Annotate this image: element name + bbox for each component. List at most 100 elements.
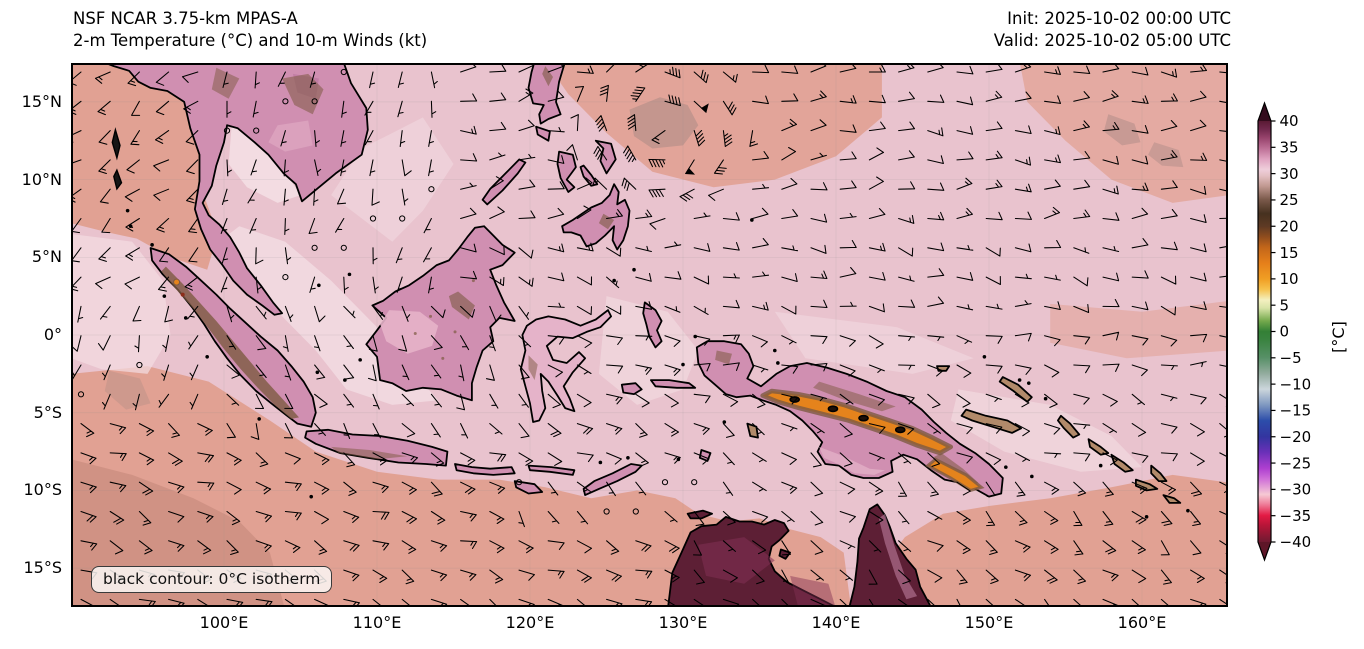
calm-wind-circle <box>340 68 347 76</box>
colorbar-tick-label: 10 <box>1280 270 1299 288</box>
landmass <box>519 309 612 423</box>
landmass <box>365 225 516 402</box>
zero-isotherm-layer <box>789 396 906 434</box>
new-guinea-highlands <box>760 388 954 456</box>
calm-wind-circle <box>603 508 610 515</box>
calm-wind-circle <box>223 127 231 134</box>
colorbar-tick-label: 15 <box>1280 244 1299 262</box>
colorbar-tick-label: −15 <box>1280 402 1312 420</box>
colorbar-ticks: 40 35 30 25 20 15 10 5 0 −5 −10 −15 −20 −25 −30 −35 −40 <box>1271 112 1311 551</box>
map-panel: black contour: 0°C isotherm <box>71 63 1228 607</box>
landmass <box>304 428 449 467</box>
y-tick-label: 0° <box>43 325 62 344</box>
zero-isotherm-contour <box>894 426 906 434</box>
colorbar-tick-label: −35 <box>1280 507 1312 525</box>
landmass <box>960 408 1022 434</box>
colorbar-tick-label: 40 <box>1280 112 1299 130</box>
colorbar-tick-label: 0 <box>1280 323 1290 341</box>
calm-wind-circle <box>282 98 289 105</box>
colorbar-tick-label: −10 <box>1280 375 1312 393</box>
calm-wind-circle <box>399 215 406 222</box>
colorbar-tick-label: −30 <box>1280 481 1312 499</box>
plot-title-line2: 2-m Temperature (°C) and 10-m Winds (kt) <box>73 31 428 50</box>
calm-wind-circle <box>282 274 289 281</box>
calm-wind-circle <box>428 186 435 193</box>
y-tick-label: 10°S <box>23 480 62 500</box>
y-tick-label: 10°N <box>21 169 62 189</box>
valid-time-label: Valid: 2025-10-02 05:00 UTC <box>993 31 1231 50</box>
colorbar-tick-label: 20 <box>1280 217 1299 235</box>
zero-isotherm-contour <box>858 414 869 422</box>
landmass <box>650 379 697 389</box>
x-tick-label: 100°E <box>199 613 249 632</box>
x-tick-label: 150°E <box>964 613 1014 632</box>
landmass <box>936 365 951 372</box>
axes-frame <box>71 63 1228 607</box>
landmass <box>149 247 317 428</box>
landmass <box>527 63 566 125</box>
calm-wind-circle <box>661 479 669 486</box>
landmass <box>454 463 516 476</box>
x-tick-label: 120°E <box>505 613 555 632</box>
run-info: Init: 2025-10-02 00:00 UTC Valid: 2025-1… <box>994 8 1231 52</box>
plot-title-line1: NSF NCAR 3.75-km MPAS-A <box>73 9 298 28</box>
colorbar-body <box>1257 101 1272 562</box>
map-canvas <box>71 63 1228 607</box>
y-tick-label: 5°S <box>33 402 62 422</box>
isotherm-annotation-text: black contour: 0°C isotherm <box>103 570 321 588</box>
landmass <box>642 301 663 349</box>
calm-wind-circle <box>77 391 85 398</box>
y-tick-label: 15°N <box>21 91 62 111</box>
landmass <box>1150 464 1168 483</box>
landmass <box>579 164 599 187</box>
colorbar-tick-label: 5 <box>1280 296 1290 314</box>
wind-barb-pennants <box>684 103 709 175</box>
calm-wind-circle <box>311 98 318 105</box>
colorbar-tick-label: −20 <box>1280 428 1312 446</box>
colorbar-tick-label: 30 <box>1280 165 1299 183</box>
landmass <box>556 150 577 193</box>
y-tick-label: 15°S <box>23 558 62 578</box>
calm-wind-circle <box>136 361 143 369</box>
landmass <box>778 548 791 560</box>
landmass <box>1162 494 1182 504</box>
calm-wind-circle <box>340 244 347 251</box>
colorbar-under-arrow <box>1258 542 1271 560</box>
landmass <box>620 382 643 396</box>
calm-wind-circle <box>691 479 698 486</box>
plot-title: NSF NCAR 3.75-km MPAS-A 2-m Temperature … <box>73 8 427 52</box>
landmass <box>746 422 759 439</box>
landmass <box>535 125 551 142</box>
init-time-label: Init: 2025-10-02 00:00 UTC <box>1007 9 1231 28</box>
isotherm-annotation-box: black contour: 0°C isotherm <box>91 566 333 593</box>
terrain-overlay-layer <box>161 66 985 607</box>
colorbar-unit-label: [°C] <box>1329 321 1348 353</box>
y-tick-label: 5°N <box>31 247 62 267</box>
calm-wind-circle <box>253 127 260 134</box>
colorbar-over-arrow <box>1258 103 1271 121</box>
cloud-smudge-layer <box>104 97 1184 410</box>
colorbar-tick-label: −25 <box>1280 454 1312 472</box>
landmass <box>1135 478 1159 492</box>
x-tick-label: 110°E <box>352 613 402 632</box>
x-tick-label: 160°E <box>1117 613 1167 632</box>
x-tick-label: 130°E <box>658 613 708 632</box>
calm-wind-circle <box>632 508 639 515</box>
landmass <box>513 480 544 495</box>
landmass <box>594 139 617 175</box>
landmass <box>527 464 576 476</box>
calm-wind-circle <box>369 215 377 222</box>
landmass <box>1057 414 1081 439</box>
landmass <box>561 183 631 251</box>
colorbar-tick-label: −40 <box>1280 533 1312 551</box>
new-guinea-se-highlands <box>925 457 985 493</box>
colorbar-tick-label: −5 <box>1280 349 1302 367</box>
calm-wind-circle <box>515 479 523 486</box>
landmass <box>686 509 713 520</box>
calm-wind-circle <box>311 244 318 251</box>
colorbar: 40 35 30 25 20 15 10 5 0 −5 −10 −15 −20 −25 −30 −35 −40 [… <box>1257 101 1348 562</box>
zero-isotherm-contour <box>827 405 839 413</box>
colorbar-tick-label: 35 <box>1280 139 1299 157</box>
colorbar-tick-label: 25 <box>1280 191 1299 209</box>
